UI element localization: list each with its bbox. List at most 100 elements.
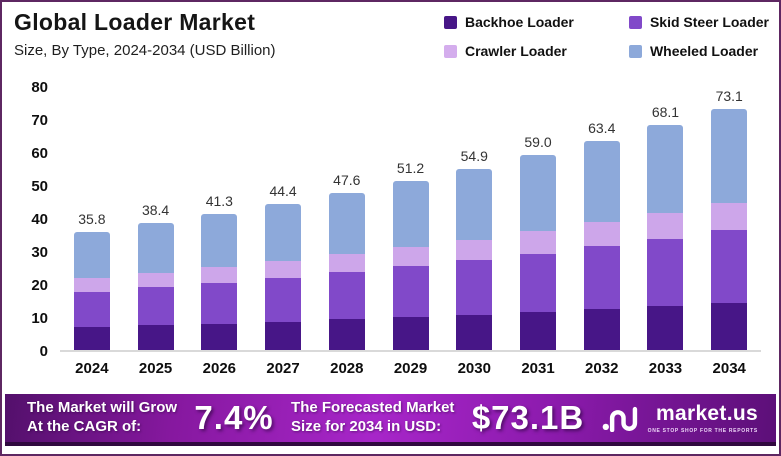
y-axis: 0 10 20 30 40 50 60 70 80 (10, 79, 54, 360)
bar-segment (647, 306, 684, 350)
bar-segment (137, 223, 174, 273)
bar-segment (328, 254, 365, 273)
legend-label: Skid Steer Loader (649, 14, 769, 30)
legend-swatch-icon (443, 15, 457, 29)
bar-segment (73, 326, 110, 350)
bar-stack (328, 193, 365, 350)
bar-total-label: 63.4 (588, 119, 616, 136)
bar-column-2030: 54.9 (442, 86, 506, 350)
y-tick-label: 20 (31, 277, 48, 294)
bar-segment (647, 212, 684, 239)
bar-segment (711, 230, 748, 303)
bar-segment (647, 125, 684, 213)
x-axis-label: 2024 (75, 360, 109, 377)
x-axis-label: 2025 (138, 360, 173, 377)
legend-label: Backhoe Loader (464, 14, 574, 30)
forecast-value: $73.1B (471, 399, 585, 436)
bar-stack (647, 125, 684, 350)
bar-segment (201, 282, 238, 324)
stacked-bar-chart: 0 10 20 30 40 50 60 70 80 35.8 38.4 41.3 44.4 47.6 51… (10, 79, 771, 386)
bar-column-2024: 35.8 (60, 86, 124, 350)
bar-segment (647, 238, 684, 307)
legend-label: Crawler Loader (464, 43, 567, 59)
chart-legend: Backhoe Loader Skid Steer Loader Crawler… (443, 9, 769, 59)
bar-column-2034: 73.1 (697, 86, 761, 350)
y-tick-label: 60 (31, 145, 48, 162)
bar-segment (73, 278, 110, 292)
plot-area: 35.8 38.4 41.3 44.4 47.6 51.2 54.9 59.0 63.4 68.1… (60, 86, 761, 352)
bar-segment (201, 213, 238, 268)
bar-segment (392, 181, 429, 247)
x-axis-label: 2032 (585, 360, 619, 377)
x-axis-label: 2027 (266, 360, 300, 377)
bar-total-label: 38.4 (141, 202, 170, 219)
bar-segment (520, 253, 556, 313)
x-axis-label: 2028 (330, 360, 364, 377)
bar-segment (328, 193, 365, 255)
y-tick-label: 40 (31, 211, 48, 228)
bar-segment (711, 302, 748, 350)
header: Global Loader Market Size, By Type, 2024… (14, 9, 769, 59)
bar-segment (392, 317, 429, 350)
bar-segment (520, 312, 556, 350)
bar-column-2028: 47.6 (315, 86, 379, 350)
bar-stack (711, 108, 748, 350)
forecast-label: The Forecasted Market Size for 2034 in U… (291, 399, 454, 437)
bar-segment (328, 272, 365, 320)
y-tick-label: 30 (31, 244, 48, 261)
bar-total-label: 68.1 (651, 104, 680, 121)
y-tick-label: 0 (39, 343, 48, 360)
bar-stack (583, 140, 620, 350)
page-subtitle: Size, By Type, 2024-2034 (USD Billion) (14, 42, 276, 59)
cagr-label: The Market will Grow At the CAGR of: (27, 399, 177, 437)
x-axis-label: 2026 (202, 360, 237, 377)
bar-segment (392, 246, 429, 267)
bar-total-label: 59.0 (524, 134, 552, 151)
cagr-value: 7.4% (194, 399, 274, 436)
bar-column-2025: 38.4 (124, 86, 188, 350)
bar-segment (73, 291, 110, 327)
bar-segment (711, 202, 748, 231)
x-axis-label: 2030 (457, 360, 491, 377)
bar-segment (456, 314, 493, 350)
bar-stack (392, 181, 429, 350)
market-us-logo-icon (602, 406, 637, 432)
bar-stack (265, 203, 302, 350)
forecast-label-line2: Size for 2034 in USD: (291, 418, 442, 435)
x-axis-labels: 2024 2025 2026 2027 2028 2029 2030 2031 2032 2033… (60, 360, 761, 377)
bar-segment (520, 155, 556, 232)
bar-segment (456, 239, 493, 261)
bar-segment (456, 168, 493, 240)
bar-segment (583, 309, 620, 350)
bar-segment (711, 108, 748, 203)
bar-segment (265, 203, 302, 261)
title-block: Global Loader Market Size, By Type, 2024… (14, 9, 276, 59)
bar-segment (328, 319, 365, 350)
brand-text: market.us ONE STOP SHOP FOR THE REPORTS (648, 402, 758, 434)
bar-segment (137, 287, 174, 326)
bar-total-label: 41.3 (205, 192, 233, 209)
bar-total-label: 35.8 (78, 210, 106, 227)
bar-stack (201, 213, 238, 350)
bar-segment (583, 246, 620, 310)
cagr-label-line1: The Market will Grow (27, 399, 178, 417)
bar-segment (137, 272, 174, 288)
bar-stack (73, 231, 110, 350)
bar-column-2032: 63.4 (570, 86, 634, 350)
bar-segment (201, 323, 238, 350)
y-tick-label: 10 (31, 310, 48, 327)
cagr-label-line2: At the CAGR of: (27, 418, 142, 435)
y-tick-label: 50 (31, 178, 48, 195)
brand-name: market.us (656, 402, 758, 425)
bar-stack (137, 223, 174, 350)
legend-label: Wheeled Loader (649, 43, 759, 59)
bar-segment (520, 231, 556, 254)
brand-logo: market.us ONE STOP SHOP FOR THE REPORTS (602, 402, 758, 434)
x-axis-label: 2033 (648, 360, 683, 377)
bar-column-2027: 44.4 (251, 86, 315, 350)
legend-swatch-icon (628, 44, 642, 58)
bar-segment (265, 260, 302, 278)
bar-segment (73, 231, 110, 279)
bar-column-2026: 41.3 (187, 86, 251, 350)
